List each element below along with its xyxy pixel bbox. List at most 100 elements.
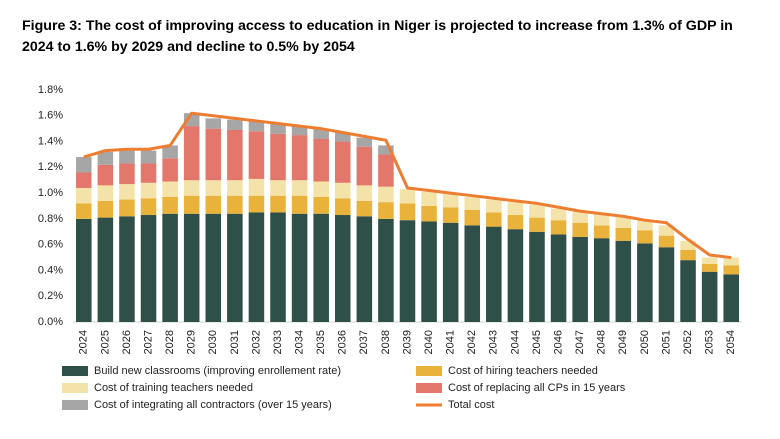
- bar-segment: [378, 186, 394, 203]
- bar-segment: [227, 213, 243, 322]
- bar-segment: [227, 180, 243, 196]
- bar-segment: [291, 180, 308, 196]
- bar-segment: [183, 213, 200, 322]
- bar-segment: [183, 195, 200, 214]
- bar-segment: [334, 132, 351, 142]
- bar-segment: [356, 146, 373, 186]
- bar-segment: [550, 208, 567, 221]
- bar-segment: [464, 196, 481, 210]
- bar-segment: [291, 213, 308, 322]
- bar-segment: [162, 145, 178, 159]
- bar-segment: [658, 247, 675, 322]
- bar-segment: [615, 216, 632, 228]
- bar-segment: [529, 231, 545, 322]
- x-tick-label: 2032: [250, 330, 262, 354]
- bar-segment: [97, 217, 114, 322]
- x-tick-label: 2052: [682, 330, 694, 354]
- x-tick-label: 2037: [358, 330, 370, 354]
- bar-segment: [313, 181, 329, 197]
- bar-segment: [421, 191, 437, 206]
- bar-segment: [334, 182, 351, 199]
- x-tick-label: 2041: [445, 330, 457, 354]
- bar-segment: [227, 129, 243, 181]
- x-tick-label: 2049: [617, 330, 629, 354]
- bar-segment: [119, 150, 135, 164]
- bar-segment: [572, 211, 588, 223]
- x-tick-label: 2026: [121, 330, 133, 354]
- bar-segment: [76, 157, 92, 173]
- bar-segment: [572, 236, 588, 322]
- bar-segment: [97, 200, 114, 218]
- y-tick-label: 0.8%: [38, 213, 63, 225]
- bar-segment: [140, 215, 157, 322]
- bar-segment: [658, 225, 675, 236]
- bar-segment: [140, 163, 157, 183]
- bar-segment: [334, 198, 351, 216]
- bar-segment: [248, 178, 265, 196]
- bar-segment: [119, 199, 135, 217]
- bar-segment: [637, 220, 653, 231]
- bar-segment: [313, 128, 329, 139]
- bar-segment: [140, 150, 157, 164]
- bar-segment: [442, 193, 459, 208]
- x-tick-label: 2024: [78, 330, 90, 354]
- legend-swatch: [416, 366, 442, 376]
- bar-segment: [680, 249, 696, 261]
- bar-segment: [97, 185, 114, 201]
- bar-segment: [378, 202, 394, 219]
- bar-segment: [378, 154, 394, 187]
- bar-segment: [183, 126, 200, 181]
- bar-segment: [399, 203, 416, 221]
- x-tick-label: 2042: [466, 330, 478, 354]
- bar-segment: [162, 213, 178, 322]
- bar-segment: [76, 218, 92, 322]
- bar-segment: [637, 230, 653, 244]
- bar-segment: [140, 198, 157, 216]
- bar-segment: [637, 243, 653, 322]
- legend-label: Cost of integrating all contractors (ove…: [94, 399, 332, 411]
- legend-label: Build new classrooms (improving enrollem…: [94, 365, 341, 377]
- bar-segment: [162, 181, 178, 197]
- bar-segment: [205, 128, 222, 181]
- bar-segment: [593, 213, 610, 226]
- bar-segment: [162, 196, 178, 214]
- bar-segment: [97, 164, 114, 186]
- legend-label: Total cost: [448, 399, 494, 411]
- x-tick-label: 2054: [725, 330, 737, 354]
- legend-label: Cost of replacing all CPs in 15 years: [448, 382, 626, 394]
- bar-segment: [162, 158, 178, 182]
- bar-segment: [507, 215, 524, 230]
- bar-segment: [270, 195, 286, 213]
- bar-segment: [723, 274, 739, 322]
- bar-segment: [313, 196, 329, 214]
- bar-segment: [378, 218, 394, 322]
- bar-segment: [572, 222, 588, 237]
- y-tick-label: 0.4%: [38, 264, 63, 276]
- x-tick-label: 2046: [552, 330, 564, 354]
- bar-segment: [486, 212, 502, 227]
- x-tick-label: 2048: [596, 330, 608, 354]
- bar-segment: [442, 207, 459, 223]
- bar-segment: [119, 163, 135, 185]
- bar-segment: [76, 172, 92, 188]
- y-tick-label: 0.0%: [38, 316, 63, 328]
- bar-segment: [140, 182, 157, 199]
- bar-segment: [119, 184, 135, 200]
- bar-segment: [658, 235, 675, 248]
- bar-segment: [76, 187, 92, 204]
- x-tick-label: 2028: [164, 330, 176, 354]
- bar-segment: [399, 220, 416, 322]
- x-tick-label: 2035: [315, 330, 327, 354]
- bar-segment: [205, 213, 222, 322]
- bar-segment: [97, 151, 114, 165]
- bar-segment: [723, 265, 739, 275]
- bar-segment: [76, 203, 92, 219]
- x-tick-label: 2051: [660, 330, 672, 354]
- bar-segment: [615, 240, 632, 322]
- x-tick-label: 2044: [509, 330, 521, 354]
- x-tick-label: 2050: [639, 330, 651, 354]
- bar-segment: [399, 189, 416, 204]
- bar-segment: [248, 120, 265, 132]
- bar-segment: [119, 216, 135, 322]
- bar-segment: [593, 225, 610, 239]
